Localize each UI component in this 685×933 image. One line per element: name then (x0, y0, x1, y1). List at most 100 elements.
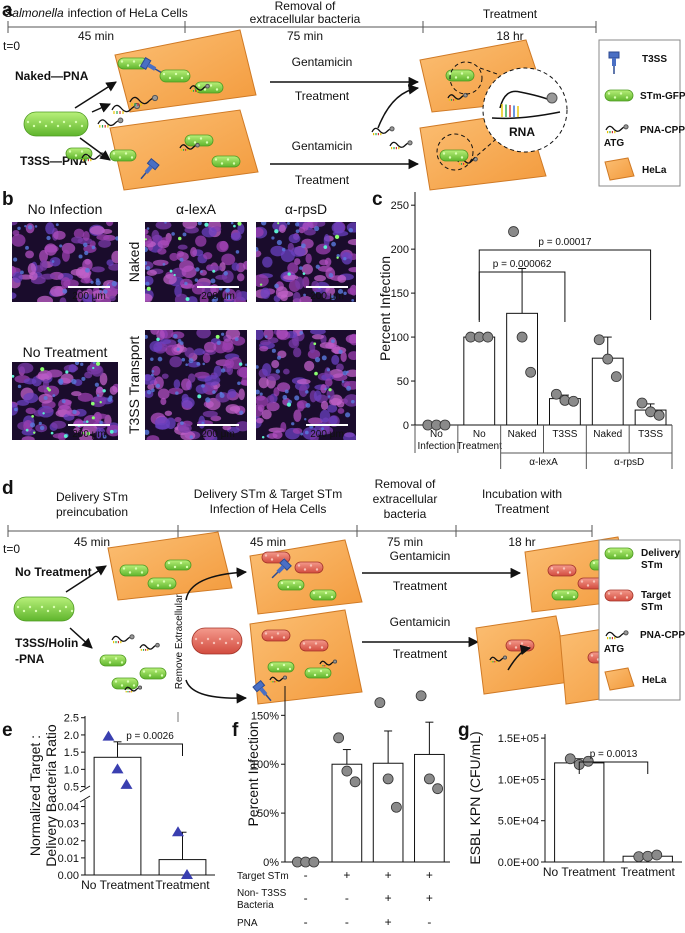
cell-stain (319, 409, 331, 423)
cell-stain (311, 280, 320, 291)
cell-stain (99, 372, 108, 386)
cell-stain (340, 351, 347, 363)
delivery-bacterium (604, 547, 634, 560)
stage-title: Treatment (495, 502, 550, 516)
cell-stain (321, 292, 332, 300)
cell-stain (25, 407, 36, 415)
cell-stain (204, 374, 221, 386)
pna-strand (139, 644, 157, 650)
y-tick-label: 200 (391, 244, 409, 256)
table-row-label: Non- T3SS (237, 888, 287, 899)
x-tick-label: Treatment (457, 441, 502, 452)
p-value: p = 0.00017 (538, 237, 592, 248)
panel-letter: b (2, 189, 14, 210)
cell-stain (202, 352, 211, 364)
cell-stain (105, 222, 114, 227)
hela-cell (604, 667, 635, 691)
significance-bracket (117, 743, 183, 756)
nucleus-stain (25, 245, 29, 250)
micrograph: 200 μm (145, 222, 247, 302)
cell-stain (190, 247, 198, 258)
cell-stain (314, 274, 326, 282)
target-bacterium (547, 564, 577, 577)
nucleus-stain (30, 422, 36, 428)
nucleus-stain (94, 382, 99, 387)
legend-text: HeLa (642, 675, 667, 686)
bacterium-texture (580, 580, 584, 583)
bacterium-texture (212, 641, 216, 645)
bacterium-texture (130, 156, 134, 159)
cell-stain (91, 266, 105, 273)
x-tick-label: No Treatment (543, 865, 616, 879)
cell-stain (324, 257, 332, 267)
cell-stain (343, 432, 356, 440)
data-point (423, 773, 435, 785)
cell-stain (82, 424, 98, 434)
cell-stain (325, 378, 333, 387)
cell-stain (59, 297, 67, 302)
cell-stain (345, 369, 356, 378)
zoom-connector (471, 139, 496, 161)
nucleus-stain (14, 407, 18, 412)
cell-stain (37, 295, 54, 302)
nucleus-stain (184, 281, 188, 286)
bacterium-texture (607, 592, 611, 595)
t3ss-neck (259, 687, 268, 696)
bacteria-signal (334, 234, 340, 240)
bacterium-texture (298, 585, 302, 589)
data-point (568, 395, 579, 407)
cell-stain (68, 364, 77, 373)
nucleus-stain (150, 357, 154, 361)
cell-stain (221, 253, 236, 266)
bacteria-signal (197, 394, 202, 399)
data-point (582, 755, 594, 767)
bacterium-texture (292, 581, 296, 585)
bar (158, 859, 207, 876)
bacterium-texture (302, 642, 306, 645)
table-cell: - (304, 915, 308, 929)
arrow-label: Gentamicin (390, 549, 451, 563)
delivery-bacterium (139, 667, 167, 680)
nucleus-stain (102, 434, 107, 439)
bacterium-texture (264, 554, 268, 557)
nucleus-stain (284, 389, 289, 394)
nucleus-stain (150, 373, 154, 377)
cell-stain (82, 258, 93, 271)
nucleus-stain (271, 236, 275, 240)
t3ss-needle (265, 694, 272, 702)
nucleus-stain (61, 399, 66, 404)
cell-stain (215, 274, 228, 280)
nucleus-stain (256, 246, 259, 252)
bacterium-texture (264, 632, 268, 635)
nucleus-stain (338, 349, 343, 354)
bacterium-texture (625, 596, 629, 599)
nucleus-stain (294, 395, 300, 401)
cell-stain (216, 241, 229, 253)
nucleus-stain (62, 288, 68, 294)
bacterium-texture (556, 571, 560, 574)
cell-stain (266, 401, 280, 412)
table-row-label: Target STm (237, 871, 289, 882)
cell-stain (177, 244, 188, 250)
bacteria-signal (33, 431, 36, 434)
panel-letter: g (458, 720, 470, 741)
bacterium-texture (566, 591, 570, 595)
nucleus-stain (295, 222, 300, 227)
x-tick-label: No (473, 429, 486, 440)
nucleus-stain (305, 390, 309, 394)
cell-stain (23, 419, 33, 432)
cell-stain (77, 392, 94, 402)
cell-stain (154, 416, 171, 430)
nucleus-stain (330, 295, 336, 301)
t3ss-neck (147, 63, 157, 71)
t3ss-neck (612, 58, 616, 66)
cell-stain (51, 420, 67, 429)
pna-strand (129, 96, 155, 105)
micrograph: 200 μm (145, 330, 247, 440)
x-tick-label: T3SS (638, 429, 663, 440)
cell-stain (174, 293, 189, 302)
nucleus-stain (162, 263, 166, 266)
cell-stain (82, 293, 94, 302)
bacterium-texture (270, 558, 274, 561)
cell-stain (310, 431, 319, 440)
